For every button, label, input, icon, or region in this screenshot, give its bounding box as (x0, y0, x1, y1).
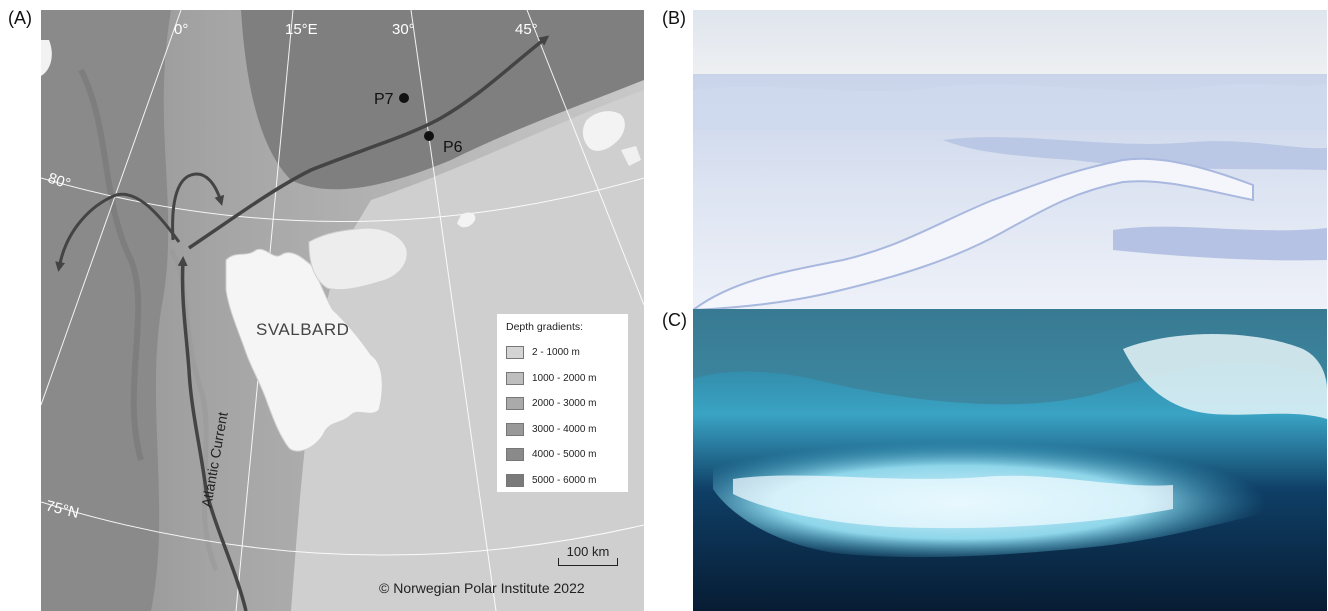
franz-josef-islet (621, 146, 641, 166)
under-ice-illustration (693, 309, 1327, 611)
lon-label-45: 45° (515, 21, 538, 38)
northern-branch-arrow (188, 35, 550, 250)
ice-block-upper-right (1123, 334, 1327, 419)
legend-label: 1000 - 2000 m (532, 372, 597, 384)
sea-ice-surface-illustration (693, 10, 1327, 309)
mid-ridge (943, 137, 1327, 170)
pressure-ridge (693, 157, 1254, 309)
distant-ridges (693, 84, 1327, 130)
legend-swatch (506, 448, 524, 462)
legend-label: 2000 - 3000 m (532, 398, 597, 410)
return-current-arrow (55, 192, 181, 272)
station-p7-label: P7 (374, 91, 394, 108)
scale-bar: 100 km (558, 544, 618, 566)
legend-item: 5000 - 6000 m (506, 468, 619, 494)
scale-bar-label: 100 km (566, 544, 610, 559)
scale-bar-line (558, 558, 618, 566)
legend-item: 4000 - 5000 m (506, 442, 619, 468)
legend-item: 2 - 1000 m (506, 340, 619, 366)
latitude-75 (41, 501, 644, 556)
ridge-line-1 (78, 68, 144, 461)
legend-swatch (506, 422, 524, 436)
deep-basin (241, 10, 644, 190)
lon-label-15: 15°E (285, 21, 318, 38)
kvitoya (457, 212, 476, 228)
franz-josef-land (581, 110, 626, 152)
legend-title: Depth gradients: (506, 321, 584, 333)
longitude-30 (410, 10, 497, 611)
station-p6-label: P6 (443, 139, 463, 156)
longitude-45 (526, 10, 644, 306)
legend-item: 1000 - 2000 m (506, 366, 619, 392)
panel-label-c: (C) (662, 310, 687, 330)
legend-swatch (506, 397, 524, 411)
legend-swatch (506, 346, 524, 360)
western-ridge (41, 10, 171, 611)
copyright-notice: © Norwegian Polar Institute 2022 (379, 580, 585, 596)
greenland-land (41, 40, 52, 76)
legend-label: 5000 - 6000 m (532, 474, 597, 486)
atlantic-current-arrow (177, 256, 248, 611)
legend-item: 2000 - 3000 m (506, 391, 619, 417)
panel-label-b: (B) (662, 8, 686, 28)
ice-highlight (733, 475, 1173, 529)
legend-item: 3000 - 4000 m (506, 417, 619, 443)
legend-label: 2 - 1000 m (532, 347, 580, 359)
depth-legend: Depth gradients: 2 - 1000 m 1000 - 2000 … (496, 313, 629, 493)
foreground-shadow (1113, 226, 1327, 261)
legend-label: 4000 - 5000 m (532, 449, 597, 461)
lat-label-80: 80° (46, 170, 73, 193)
station-p6-marker (424, 131, 434, 141)
legend-label: 3000 - 4000 m (532, 423, 597, 435)
ice-ceiling (693, 309, 1327, 405)
spitsbergen (225, 248, 383, 452)
under-ice-photo (693, 309, 1327, 611)
lon-label-0: 0° (174, 21, 188, 38)
map-canvas: 0° 15°E 30° 45° 80° 75°N P7 P6 SVALBARD … (41, 10, 644, 611)
bathymetric-map: 0° 15°E 30° 45° 80° 75°N P7 P6 SVALBARD … (41, 10, 644, 611)
longitude-0 (41, 10, 182, 406)
legend-swatch (506, 371, 524, 385)
recirculation-arrow (171, 172, 225, 241)
nordaustlandet (308, 227, 408, 291)
legend-swatch (506, 473, 524, 487)
sea-ice-surface-photo (693, 10, 1327, 309)
svalbard-label: SVALBARD (256, 320, 349, 339)
lon-label-30: 30° (392, 21, 415, 38)
sky (693, 10, 1327, 76)
station-p7-marker (399, 93, 409, 103)
panel-label-a: (A) (8, 8, 32, 28)
latitude-80 (41, 177, 644, 222)
